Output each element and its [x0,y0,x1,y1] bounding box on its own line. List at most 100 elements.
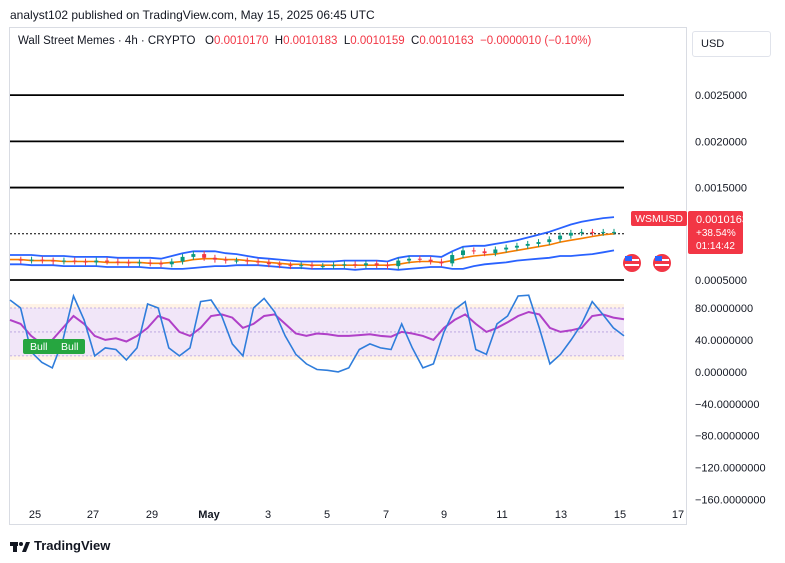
price-badge-price: 0.0010163 [696,214,748,226]
price-axis-label: 0.0015000 [695,183,747,195]
candle-body [514,245,519,248]
candle-body [212,257,217,260]
candle-body [439,261,444,264]
high-label: H [274,35,284,47]
candle-body [547,239,552,243]
candle-body [482,251,487,254]
candle-body [601,231,606,233]
low-value: 0.0010159 [350,35,405,47]
time-axis-label: 3 [265,509,271,521]
candle-body [612,231,616,233]
candle-body [320,266,325,268]
candle-body [331,265,336,267]
price-badge [688,211,743,254]
symbol-name[interactable]: Wall Street Memes · 4h · CRYPTO [18,35,196,47]
candle-body [450,255,455,264]
osc-axis-label: 80.0000000 [695,303,753,315]
candle-body [417,258,422,260]
candle-body [558,235,563,240]
change-value: −0.0000010 (−0.10%) [480,35,592,47]
osc-axis-label: −80.0000000 [695,431,760,443]
symbol-legend: Wall Street Memes · 4h · CRYPTO O0.00101… [18,35,591,47]
close-label: C [411,35,420,47]
time-axis-label: 5 [324,509,330,521]
bull-badge-left: Bull [30,341,48,353]
time-axis-label: 7 [383,509,389,521]
symbol-badge [631,211,687,226]
osc-axis-label: 40.0000000 [695,335,753,347]
candle-body [374,263,379,266]
osc-axis-label: 0.0000000 [695,367,747,379]
stoch-k-line [9,293,625,373]
candle-body [590,231,595,233]
candle-body [137,262,142,264]
candle-body [83,261,88,263]
candle-body [461,250,465,256]
low-label: L [343,35,351,47]
candle-body [299,265,304,267]
candle-body [202,254,207,258]
candle-body [342,264,347,266]
footer-brand-text: TradingView [34,538,111,553]
close-value: 0.0010163 [419,35,474,47]
candle-body [504,247,509,250]
candle-body [223,259,228,261]
footer-brand[interactable]: TradingView [10,538,110,553]
currency-button[interactable]: USD [692,31,771,57]
price-badge-change: +38.54% [696,228,736,239]
candle-body [428,259,433,262]
time-axis-label: 11 [496,509,507,521]
candle-body [126,262,131,264]
candle-body [115,261,120,263]
bull-badge-right: Bull [61,341,79,353]
candle-body [385,265,390,267]
candle-body [256,261,261,263]
candle-body [277,264,282,266]
publisher-line: analyst102 published on TradingView.com,… [10,8,375,22]
tradingview-logo-icon [10,541,30,552]
candle-body [191,254,196,257]
candle-body [396,260,401,267]
price-axis-label: 0.0005000 [695,275,747,287]
candle-body [363,263,368,266]
candle-body [579,231,584,233]
candle-body [310,265,314,267]
candle-body [29,259,34,261]
candle-body [105,260,110,262]
candle-body [471,250,476,252]
open-label: O [205,35,214,47]
price-axis-label: 0.0025000 [695,90,747,102]
candle-body [266,262,271,265]
osc-axis-label: −160.0000000 [695,495,766,507]
bollinger-upper [10,216,615,263]
candle-body [525,243,530,246]
high-value: 0.0010183 [283,35,338,47]
us-flag-icon[interactable] [653,254,671,272]
candle-body [148,262,153,264]
candle-body [169,261,174,265]
osc-axis-label: −120.0000000 [695,463,766,475]
symbol-badge-text: WSMUSD [635,213,683,225]
candle-body [288,265,293,267]
bull-badge [23,339,85,354]
open-value: 0.0010170 [214,35,269,47]
candle-body [568,232,573,236]
time-axis-label: 29 [146,509,158,521]
candle-body [245,260,250,262]
us-flag-icon[interactable] [623,254,641,272]
candle-body [18,259,23,261]
time-axis-label: 9 [441,509,447,521]
time-axis-label: 27 [87,509,99,521]
price-axis-label: 0.0020000 [695,136,747,148]
time-axis-label: May [198,509,220,521]
time-axis-label: 15 [614,509,626,521]
candle-body [493,249,498,254]
time-axis-label: 13 [555,509,567,521]
candle-body [234,260,239,262]
candle-body [159,263,163,265]
chart-frame[interactable] [9,27,687,525]
stoch-band [10,307,624,356]
osc-axis-label: −40.0000000 [695,399,760,411]
price-badge-countdown: 01:14:42 [696,241,735,252]
